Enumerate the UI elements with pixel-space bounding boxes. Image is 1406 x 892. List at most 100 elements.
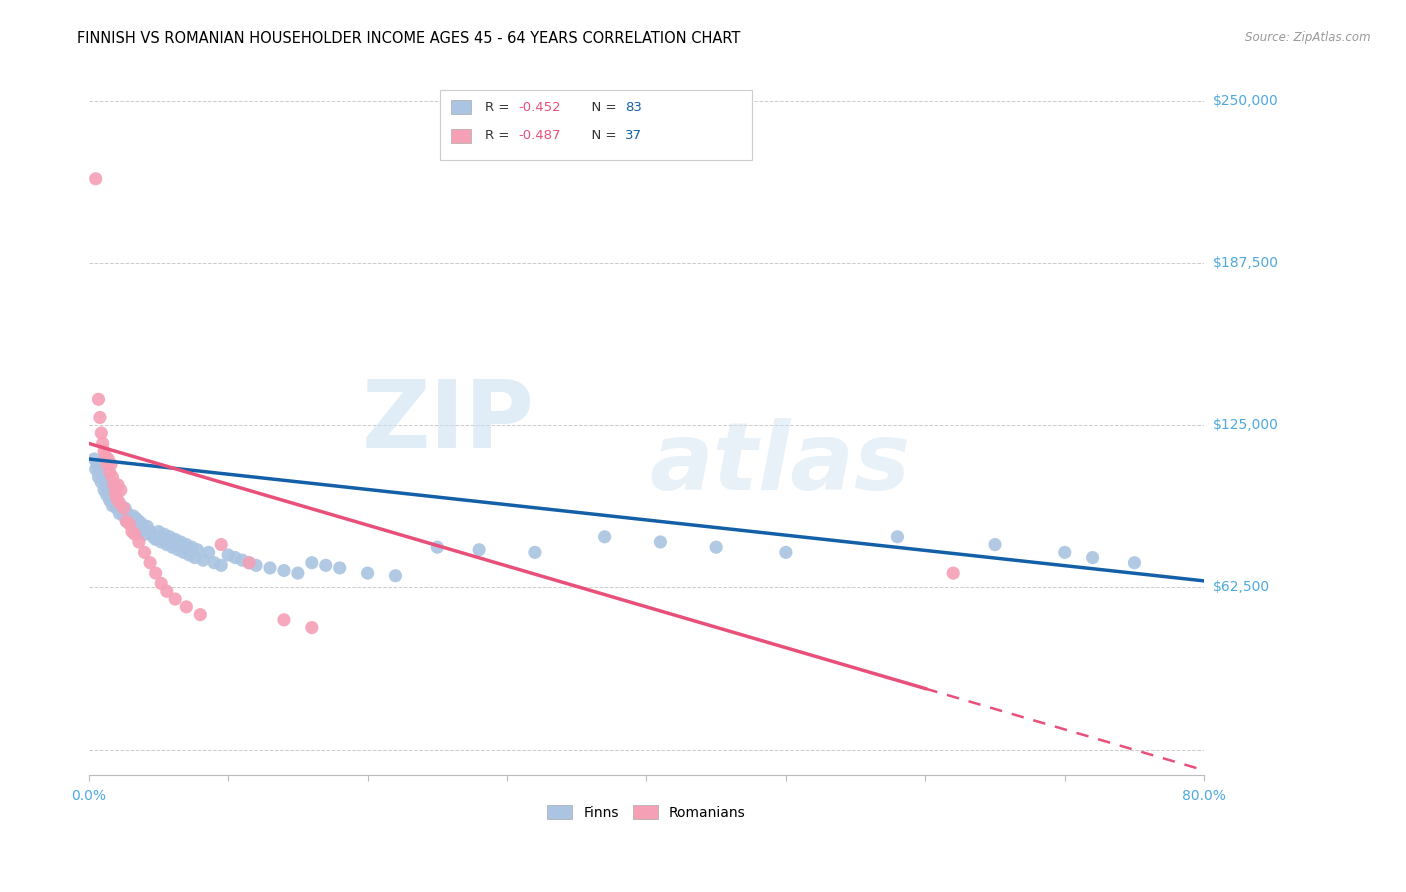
Text: $125,000: $125,000 bbox=[1212, 418, 1278, 433]
Point bbox=[115, 514, 138, 528]
Point bbox=[150, 535, 173, 549]
Point bbox=[173, 545, 195, 559]
Point bbox=[97, 481, 120, 495]
Point bbox=[114, 501, 136, 516]
Point bbox=[96, 457, 118, 471]
Point bbox=[238, 556, 260, 570]
FancyBboxPatch shape bbox=[451, 128, 471, 143]
Point bbox=[209, 538, 232, 552]
Point bbox=[100, 457, 122, 471]
Text: atlas: atlas bbox=[650, 418, 911, 510]
Point bbox=[136, 519, 159, 533]
Point bbox=[91, 470, 114, 484]
Point bbox=[245, 558, 267, 573]
Point bbox=[301, 556, 323, 570]
Point bbox=[156, 584, 179, 599]
Point bbox=[153, 527, 176, 541]
Text: $250,000: $250,000 bbox=[1212, 94, 1278, 108]
Point bbox=[98, 465, 121, 479]
Point bbox=[593, 530, 616, 544]
Point bbox=[134, 527, 156, 541]
Point bbox=[942, 566, 965, 581]
Point bbox=[356, 566, 378, 581]
Point bbox=[110, 499, 132, 513]
Point bbox=[115, 514, 138, 528]
Text: Source: ZipAtlas.com: Source: ZipAtlas.com bbox=[1246, 31, 1371, 45]
Point bbox=[86, 457, 108, 471]
Point bbox=[238, 556, 260, 570]
Point bbox=[103, 478, 125, 492]
Point bbox=[104, 496, 127, 510]
Point bbox=[108, 496, 131, 510]
Point bbox=[1081, 550, 1104, 565]
Point bbox=[384, 568, 406, 582]
Point bbox=[188, 607, 211, 622]
FancyBboxPatch shape bbox=[451, 100, 471, 114]
FancyBboxPatch shape bbox=[440, 90, 752, 161]
Point bbox=[120, 511, 142, 525]
Point bbox=[107, 478, 129, 492]
Point bbox=[121, 524, 143, 539]
Point bbox=[145, 566, 167, 581]
Text: $187,500: $187,500 bbox=[1212, 256, 1278, 270]
Text: N =: N = bbox=[583, 101, 620, 114]
Point bbox=[315, 558, 337, 573]
Point bbox=[134, 545, 156, 559]
Point bbox=[124, 519, 146, 533]
Point bbox=[273, 613, 295, 627]
Point bbox=[107, 493, 129, 508]
Point bbox=[97, 452, 120, 467]
Text: 37: 37 bbox=[626, 129, 643, 142]
Point bbox=[117, 507, 139, 521]
Point bbox=[156, 538, 179, 552]
Point bbox=[468, 542, 491, 557]
Text: ZIP: ZIP bbox=[361, 376, 534, 468]
Point bbox=[145, 533, 167, 547]
Text: -0.452: -0.452 bbox=[519, 101, 561, 114]
Point bbox=[90, 475, 112, 490]
Point bbox=[96, 488, 118, 502]
Point bbox=[273, 564, 295, 578]
Point bbox=[128, 514, 150, 528]
Point bbox=[231, 553, 253, 567]
Text: R =: R = bbox=[485, 129, 513, 142]
Point bbox=[129, 524, 152, 539]
Point bbox=[775, 545, 797, 559]
Point bbox=[179, 548, 201, 562]
Point bbox=[209, 558, 232, 573]
Point bbox=[704, 540, 727, 554]
Point bbox=[118, 516, 141, 531]
Point bbox=[89, 410, 111, 425]
Point bbox=[87, 470, 110, 484]
Point bbox=[105, 491, 128, 505]
Point bbox=[91, 436, 114, 450]
Point bbox=[159, 530, 181, 544]
Point bbox=[105, 501, 128, 516]
Point bbox=[176, 538, 198, 552]
Point bbox=[139, 524, 162, 539]
Point bbox=[886, 530, 908, 544]
Point bbox=[165, 592, 187, 607]
Point bbox=[104, 485, 127, 500]
Point bbox=[259, 561, 281, 575]
Point bbox=[650, 535, 672, 549]
Point bbox=[165, 533, 187, 547]
Point bbox=[94, 478, 117, 492]
Point bbox=[112, 509, 135, 524]
Text: R =: R = bbox=[485, 101, 513, 114]
Point bbox=[111, 504, 134, 518]
Point bbox=[87, 392, 110, 407]
Point bbox=[124, 527, 146, 541]
Point bbox=[90, 425, 112, 440]
Point bbox=[101, 470, 124, 484]
Point bbox=[287, 566, 309, 581]
Point bbox=[84, 462, 107, 476]
Point bbox=[122, 509, 145, 524]
Point bbox=[110, 483, 132, 497]
Point bbox=[329, 561, 352, 575]
Point bbox=[84, 171, 107, 186]
Point bbox=[176, 599, 198, 614]
Point bbox=[183, 550, 205, 565]
Point bbox=[180, 540, 202, 554]
Point bbox=[150, 576, 173, 591]
